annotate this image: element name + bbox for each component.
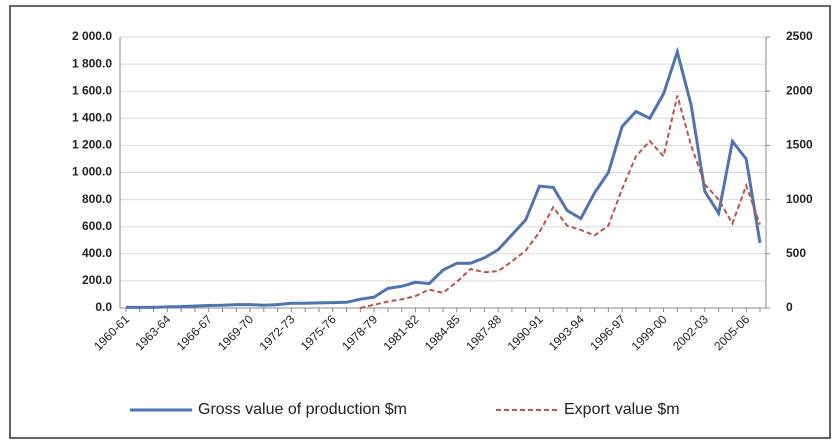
x-tick-label: 1984-85	[422, 312, 463, 353]
y-tick-label: 1 600.0	[72, 83, 112, 97]
x-tick-label: 1969-70	[215, 312, 256, 353]
x-tick-label: 1963-64	[132, 312, 173, 353]
y-tick-label: 1 200.0	[72, 138, 112, 152]
y-tick-label: 800.0	[82, 192, 112, 206]
y-tick-label: 1 400.0	[72, 110, 112, 124]
y2-tick-label: 0	[786, 300, 793, 314]
x-tick-label: 1996-97	[587, 312, 628, 353]
frame	[9, 5, 831, 439]
y2-tick-label: 1000	[786, 192, 813, 206]
legend-label: Gross value of production $m	[198, 401, 407, 418]
x-tick-label: 1990-91	[505, 312, 546, 353]
x-tick-label: 1987-88	[463, 312, 504, 353]
y2-tick-label: 2000	[786, 83, 813, 97]
x-tick-label: 1966-67	[174, 312, 215, 353]
y2-tick-label: 1500	[786, 138, 813, 152]
y-tick-label: 0.0	[95, 300, 112, 314]
y-tick-label: 200.0	[82, 273, 112, 287]
series-line	[126, 46, 762, 309]
legend-label: Export value $m	[564, 401, 680, 418]
y-tick-label: 1 000.0	[72, 165, 112, 179]
x-tick-label: 1993-94	[546, 312, 587, 353]
y-tick-label: 600.0	[82, 219, 112, 233]
x-tick-label: 1972-73	[256, 312, 297, 353]
x-tick-label: 1999-00	[629, 312, 670, 353]
x-tick-label: 1981-82	[381, 312, 422, 353]
y-tick-label: 1 800.0	[72, 56, 112, 70]
y2-tick-label: 500	[786, 246, 806, 260]
x-tick-label: 2005-06	[711, 312, 752, 353]
x-tick-label: 1978-79	[339, 312, 380, 353]
x-tick-label: 2002-03	[670, 312, 711, 353]
x-tick-label: 1975-76	[298, 312, 339, 353]
y-tick-label: 2 000.0	[72, 29, 112, 43]
y2-tick-label: 2500	[786, 29, 813, 43]
x-tick-label: 1960-61	[91, 312, 132, 353]
y-tick-label: 400.0	[82, 246, 112, 260]
